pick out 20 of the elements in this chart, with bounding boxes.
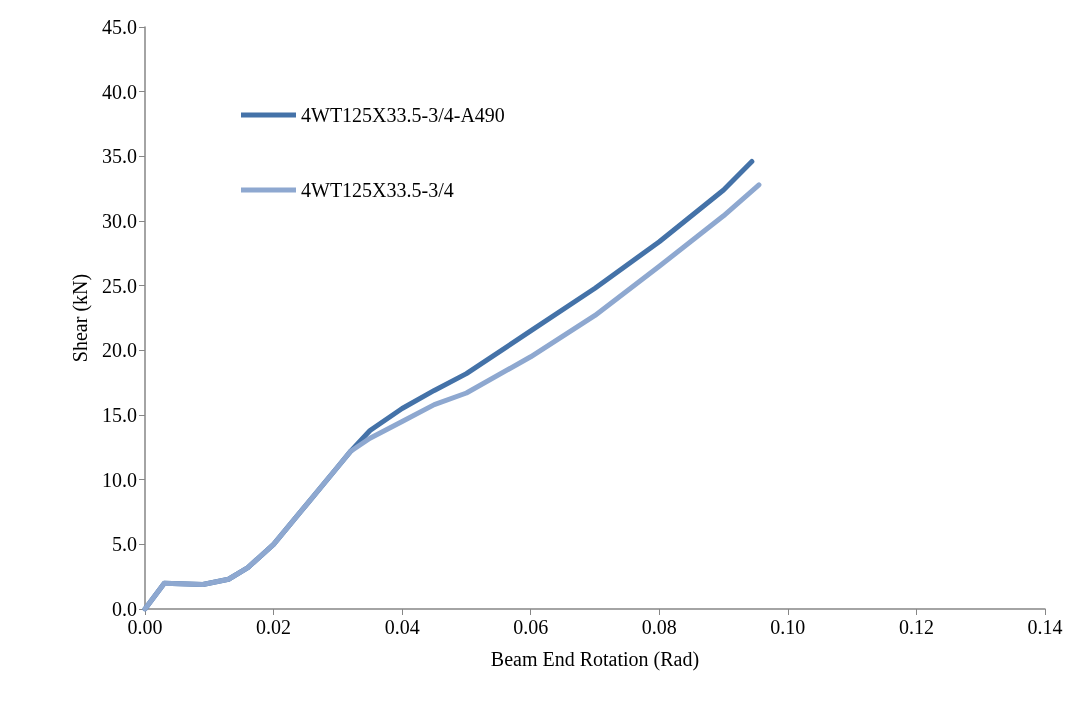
legend-label: 4WT125X33.5-3/4-A490 — [301, 104, 505, 126]
y-tick-label: 20.0 — [102, 339, 137, 362]
y-tick-label: 25.0 — [102, 274, 137, 297]
y-tick-label: 35.0 — [102, 145, 137, 168]
x-axis-title: Beam End Rotation (Rad) — [490, 648, 700, 671]
x-tick-label: 0.12 — [898, 616, 934, 638]
x-tick-label: 0.10 — [770, 616, 806, 638]
y-tick-label: 45.0 — [102, 16, 137, 38]
legend-label: 4WT125X33.5-3/4 — [301, 179, 454, 201]
y-tick-label: 15.0 — [102, 404, 137, 426]
x-tick-label: 0.08 — [641, 616, 677, 638]
y-tick-label: 5.0 — [112, 533, 137, 556]
x-tick-label: 0.02 — [256, 616, 292, 638]
y-tick-label: 40.0 — [102, 80, 137, 103]
y-axis-title: Shear (kN) — [69, 273, 92, 363]
x-tick-label: 0.06 — [513, 616, 549, 638]
x-tick-label: 0.04 — [384, 616, 420, 638]
x-tick-label: 0.14 — [1027, 616, 1063, 638]
y-tick-label: 10.0 — [102, 468, 137, 491]
y-tick-label: 30.0 — [102, 210, 137, 232]
